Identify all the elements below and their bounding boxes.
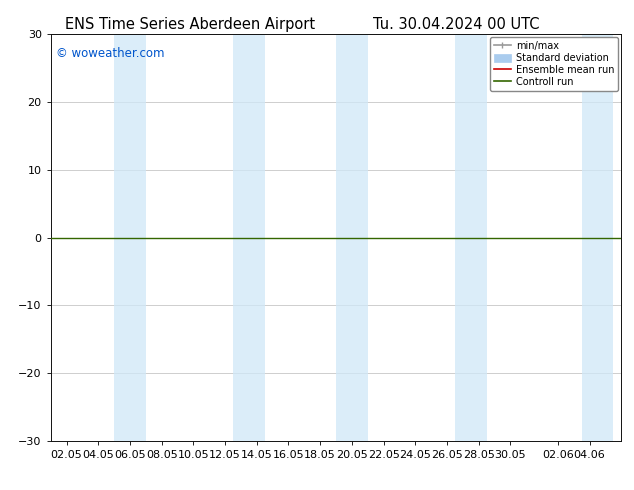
Bar (455, 34, 486, 441)
Bar (336, 34, 368, 441)
Bar (581, 34, 613, 441)
Text: Tu. 30.04.2024 00 UTC: Tu. 30.04.2024 00 UTC (373, 17, 540, 32)
Text: © woweather.com: © woweather.com (56, 47, 165, 59)
Text: ENS Time Series Aberdeen Airport: ENS Time Series Aberdeen Airport (65, 17, 315, 32)
Bar (114, 34, 146, 441)
Bar (233, 34, 264, 441)
Legend: min/max, Standard deviation, Ensemble mean run, Controll run: min/max, Standard deviation, Ensemble me… (489, 37, 618, 91)
